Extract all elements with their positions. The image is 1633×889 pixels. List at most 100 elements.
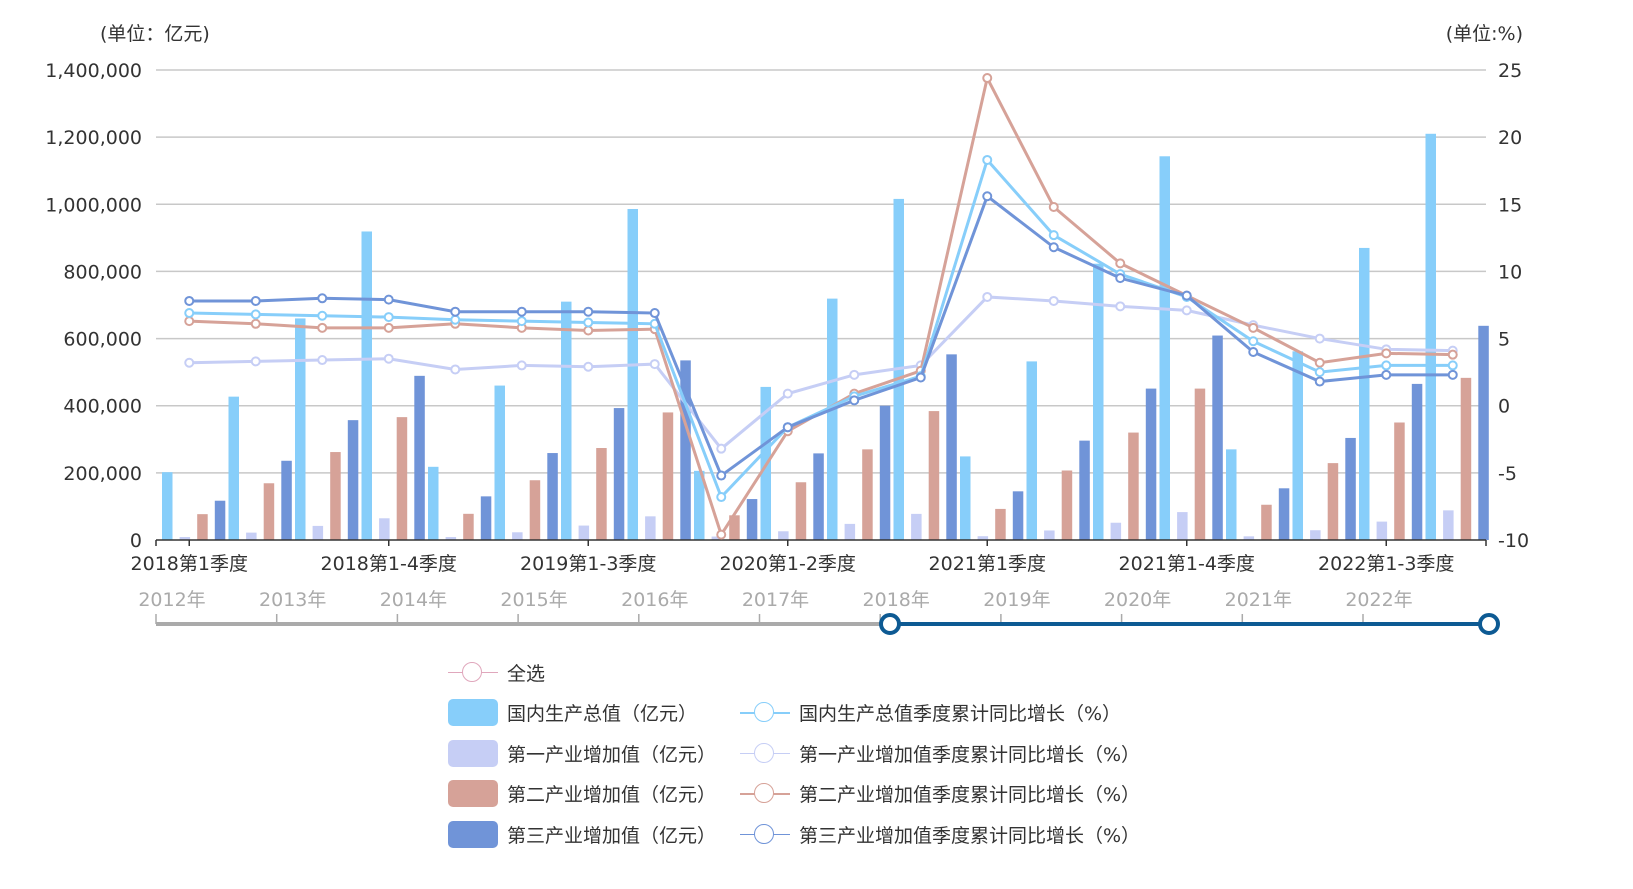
line-point-marker	[184, 357, 195, 368]
bar	[347, 420, 359, 540]
slider-start-handle[interactable]	[879, 613, 901, 635]
right-axis-unit-label: (单位:%)	[1446, 23, 1523, 45]
line-point-marker	[450, 314, 461, 325]
legend-item-tertiary-growth[interactable]: 第三产业增加值季度累计同比增长（%）	[740, 821, 1140, 848]
legend-label: 第三产业增加值（亿元）	[507, 824, 717, 847]
line-point-marker	[516, 316, 527, 327]
slider-year-label: 2021年	[1225, 589, 1292, 611]
bar-swatch-icon	[448, 699, 498, 727]
bar	[330, 452, 341, 540]
right-tick-label: 15	[1498, 194, 1522, 216]
line-point-marker	[184, 308, 195, 319]
bar	[228, 396, 239, 540]
line-point-marker	[1115, 301, 1126, 312]
line-point-marker	[1248, 322, 1259, 333]
time-slider[interactable]: 2012年 2013年 2014年 2015年 2016年 2017年 2018年 2019年…	[138, 589, 1500, 635]
bar-series	[162, 133, 1489, 541]
legend-item-secondary[interactable]: 第二产业增加值（亿元）	[448, 780, 717, 808]
bar	[645, 516, 656, 540]
bar	[1128, 432, 1139, 540]
bar	[295, 318, 306, 540]
right-tick-label: 10	[1498, 261, 1522, 283]
circle-line-icon	[740, 821, 790, 848]
line-point-marker	[250, 318, 261, 329]
left-tick-label: 600,000	[63, 329, 142, 351]
legend-item-tertiary[interactable]: 第三产业增加值（亿元）	[448, 820, 717, 848]
bar	[1359, 247, 1370, 540]
bar	[214, 500, 226, 540]
line-point-marker	[1447, 360, 1458, 371]
slider-end-handle[interactable]	[1478, 613, 1500, 635]
bar	[578, 525, 590, 540]
legend-item-primary-growth[interactable]: 第一产业增加值季度累计同比增长（%）	[740, 740, 1140, 767]
legend-label: 第二产业增加值（亿元）	[507, 784, 717, 807]
line-point-marker	[716, 443, 727, 454]
line-point-marker	[982, 191, 993, 202]
x-tick-label: 2020第1-2季度	[720, 553, 856, 575]
slider-year-label: 2022年	[1345, 589, 1412, 611]
bar	[911, 513, 922, 540]
bar	[1110, 522, 1122, 540]
bar	[1478, 325, 1489, 540]
left-tick-label: 400,000	[63, 396, 142, 418]
line-point-marker	[1181, 290, 1192, 301]
bar	[1177, 512, 1188, 540]
line-point-marker	[1048, 242, 1059, 253]
bar	[361, 231, 372, 540]
legend-label: 第一产业增加值（亿元）	[507, 743, 717, 766]
bar	[596, 448, 607, 540]
line-point-marker	[1048, 201, 1059, 212]
bar	[512, 532, 523, 540]
legend-item-primary[interactable]: 第一产业增加值（亿元）	[448, 739, 717, 767]
line-point-marker	[1048, 230, 1059, 241]
line-path	[189, 193, 1453, 478]
bar	[179, 537, 191, 540]
line-point-marker	[583, 361, 594, 372]
line-point-marker	[1314, 367, 1325, 378]
bar	[246, 532, 257, 540]
circle-line-icon	[448, 659, 498, 686]
right-tick-label: 5	[1498, 329, 1510, 351]
bar	[827, 298, 838, 540]
bar-swatch-icon	[448, 820, 498, 848]
line-point-marker	[1115, 273, 1126, 284]
circle-line-icon	[740, 740, 790, 767]
line-point-marker	[516, 306, 527, 317]
legend-select-all[interactable]: 全选	[448, 659, 545, 686]
line-point-marker	[184, 316, 195, 327]
legend-label: 第一产业增加值季度累计同比增长（%）	[799, 743, 1141, 766]
line-series	[184, 73, 1458, 540]
bar	[1261, 504, 1272, 540]
line-point-marker	[450, 306, 461, 317]
right-tick-label: 20	[1498, 127, 1522, 149]
bar	[1310, 530, 1321, 540]
line-point-marker	[982, 73, 993, 84]
slider-year-label: 2019年	[983, 589, 1050, 611]
bar	[813, 453, 824, 540]
bar	[627, 208, 638, 540]
line-point-marker	[317, 322, 328, 333]
line-point-marker	[1181, 305, 1192, 316]
bar	[1394, 422, 1405, 540]
line-point-marker	[782, 422, 793, 433]
x-tick-label: 2018第1季度	[131, 553, 248, 575]
bar	[778, 531, 789, 540]
bar	[414, 375, 425, 540]
line-point-marker	[1447, 369, 1458, 380]
line-point-marker	[716, 492, 727, 503]
line-point-marker	[915, 372, 926, 383]
bar	[879, 405, 891, 540]
bar	[1226, 449, 1237, 540]
bar	[561, 301, 572, 540]
legend-item-gdp-growth[interactable]: 国内生产总值季度累计同比增长（%）	[740, 699, 1121, 726]
line-point-marker	[1381, 348, 1392, 359]
bar	[1411, 383, 1423, 540]
bar	[613, 408, 625, 540]
line-point-marker	[649, 359, 660, 370]
bar	[1145, 388, 1157, 540]
bar	[1460, 377, 1472, 540]
legend-item-gdp[interactable]: 国内生产总值（亿元）	[448, 699, 697, 727]
legend-label: 第二产业增加值季度累计同比增长（%）	[799, 784, 1141, 807]
line-point-marker	[782, 388, 793, 399]
legend-item-secondary-growth[interactable]: 第二产业增加值季度累计同比增长（%）	[740, 780, 1140, 807]
